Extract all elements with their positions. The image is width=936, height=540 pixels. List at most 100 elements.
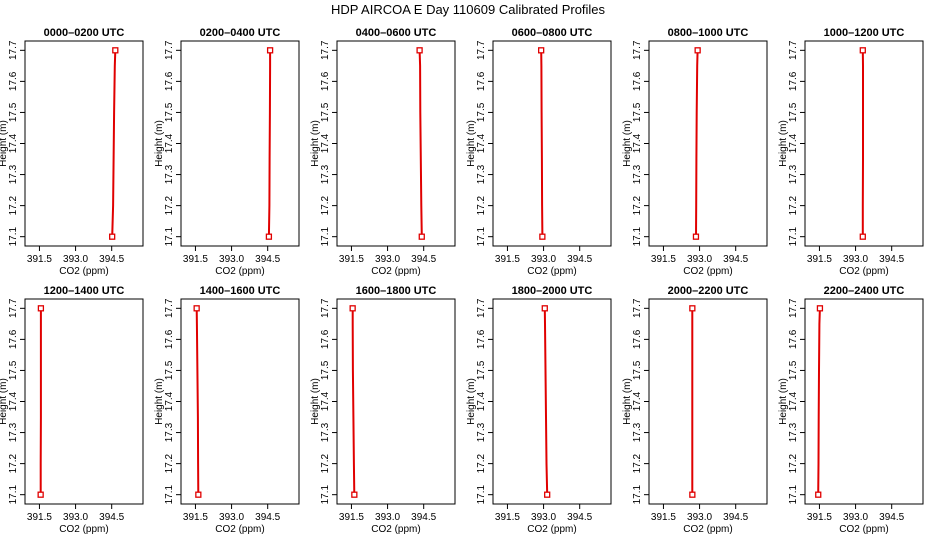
y-tick-label: 17.2 bbox=[476, 453, 487, 473]
profile-point bbox=[418, 233, 425, 240]
profile-line bbox=[351, 308, 356, 495]
profile-line bbox=[817, 308, 821, 495]
y-tick-label: 17.1 bbox=[8, 485, 19, 505]
y-tick-label: 17.3 bbox=[8, 164, 19, 184]
y-tick-label: 17.3 bbox=[320, 164, 331, 184]
y-tick-label: 17.7 bbox=[8, 40, 19, 60]
profile-point bbox=[351, 491, 358, 498]
profile-point bbox=[538, 47, 545, 54]
x-tick-label: 393.0 bbox=[375, 512, 400, 523]
x-axis-label: CO2 (ppm) bbox=[683, 524, 732, 535]
y-tick-label: 17.6 bbox=[632, 329, 643, 349]
panel-title: 2200–2400 UTC bbox=[824, 285, 905, 297]
x-tick-label: 393.0 bbox=[843, 512, 868, 523]
x-tick-label: 394.5 bbox=[879, 512, 904, 523]
y-tick-label: 17.1 bbox=[8, 227, 19, 247]
profile-point bbox=[195, 491, 202, 498]
x-axis-label: CO2 (ppm) bbox=[59, 524, 108, 535]
y-tick-label: 17.2 bbox=[320, 195, 331, 215]
plot-frame bbox=[492, 40, 612, 247]
y-tick-label: 17.5 bbox=[788, 102, 799, 122]
y-tick-label: 17.6 bbox=[476, 71, 487, 91]
profile-point bbox=[109, 233, 116, 240]
y-axis-label: Height (m) bbox=[466, 378, 477, 425]
x-tick-label: 394.5 bbox=[255, 512, 280, 523]
profile-point bbox=[816, 305, 824, 312]
x-tick-label: 394.5 bbox=[411, 254, 436, 265]
y-tick-label: 17.1 bbox=[476, 227, 487, 247]
x-tick-label: 391.5 bbox=[27, 512, 52, 523]
profile-point bbox=[692, 233, 700, 240]
y-tick-label: 17.4 bbox=[164, 133, 175, 153]
x-axis-label: CO2 (ppm) bbox=[215, 266, 264, 277]
y-tick-label: 17.4 bbox=[164, 391, 175, 411]
y-tick-label: 17.4 bbox=[632, 391, 643, 411]
profile-point bbox=[859, 47, 866, 54]
y-tick-label: 17.5 bbox=[476, 360, 487, 380]
panel-title: 2000–2200 UTC bbox=[668, 285, 749, 297]
x-tick-label: 393.0 bbox=[63, 512, 88, 523]
profile-point bbox=[694, 47, 701, 54]
plot-frame bbox=[336, 40, 456, 247]
x-tick-label: 393.0 bbox=[219, 254, 244, 265]
y-tick-label: 17.6 bbox=[788, 71, 799, 91]
y-tick-label: 17.2 bbox=[8, 195, 19, 215]
x-axis-label: CO2 (ppm) bbox=[527, 524, 576, 535]
profile-point bbox=[859, 233, 866, 240]
profile-line bbox=[543, 308, 549, 495]
x-tick-label: 391.5 bbox=[27, 254, 52, 265]
plot-frame bbox=[648, 298, 768, 505]
x-tick-label: 394.5 bbox=[99, 512, 124, 523]
x-tick-label: 393.0 bbox=[375, 254, 400, 265]
y-tick-label: 17.2 bbox=[788, 453, 799, 473]
y-tick-label: 17.3 bbox=[164, 164, 175, 184]
y-axis-label: Height (m) bbox=[778, 120, 789, 167]
x-axis-label: CO2 (ppm) bbox=[839, 266, 888, 277]
x-tick-label: 391.5 bbox=[495, 254, 520, 265]
y-tick-label: 17.6 bbox=[320, 329, 331, 349]
panel-title: 1400–1600 UTC bbox=[200, 285, 281, 297]
x-axis-label: CO2 (ppm) bbox=[839, 524, 888, 535]
y-tick-label: 17.4 bbox=[788, 391, 799, 411]
y-tick-label: 17.2 bbox=[164, 195, 175, 215]
y-tick-label: 17.1 bbox=[320, 227, 331, 247]
x-tick-label: 391.5 bbox=[807, 512, 832, 523]
profile-point bbox=[541, 305, 548, 312]
x-tick-label: 394.5 bbox=[879, 254, 904, 265]
y-tick-label: 17.5 bbox=[788, 360, 799, 380]
y-tick-label: 17.7 bbox=[320, 298, 331, 318]
y-tick-label: 17.7 bbox=[788, 40, 799, 60]
x-tick-label: 393.0 bbox=[687, 512, 712, 523]
y-tick-label: 17.6 bbox=[8, 71, 19, 91]
x-axis-label: CO2 (ppm) bbox=[215, 524, 264, 535]
x-tick-label: 394.5 bbox=[255, 254, 280, 265]
y-tick-label: 17.4 bbox=[8, 133, 19, 153]
y-tick-label: 17.6 bbox=[164, 71, 175, 91]
x-axis-label: CO2 (ppm) bbox=[371, 524, 420, 535]
x-tick-label: 391.5 bbox=[339, 254, 364, 265]
y-tick-label: 17.4 bbox=[476, 391, 487, 411]
y-tick-label: 17.2 bbox=[320, 453, 331, 473]
y-tick-label: 17.4 bbox=[788, 133, 799, 153]
panel-title: 1200–1400 UTC bbox=[44, 285, 125, 297]
x-tick-label: 393.0 bbox=[843, 254, 868, 265]
y-tick-label: 17.2 bbox=[8, 453, 19, 473]
y-tick-label: 17.7 bbox=[632, 298, 643, 318]
y-axis-label: Height (m) bbox=[778, 378, 789, 425]
y-axis-label: Height (m) bbox=[622, 378, 633, 425]
y-tick-label: 17.1 bbox=[632, 485, 643, 505]
figure-title: HDP AIRCOA E Day 110609 Calibrated Profi… bbox=[331, 2, 606, 17]
y-tick-label: 17.3 bbox=[476, 422, 487, 442]
y-tick-label: 17.1 bbox=[632, 227, 643, 247]
y-tick-label: 17.3 bbox=[788, 164, 799, 184]
y-tick-label: 17.7 bbox=[164, 298, 175, 318]
x-tick-label: 394.5 bbox=[723, 254, 748, 265]
x-axis-label: CO2 (ppm) bbox=[371, 266, 420, 277]
y-tick-label: 17.7 bbox=[632, 40, 643, 60]
y-tick-label: 17.6 bbox=[788, 329, 799, 349]
